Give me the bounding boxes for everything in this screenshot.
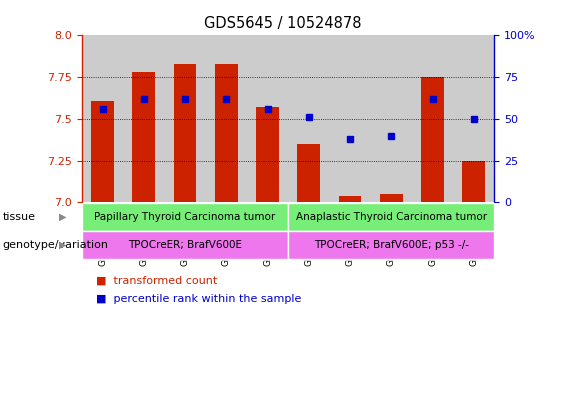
Bar: [132, 72, 155, 202]
Text: GDS5645 / 10524878: GDS5645 / 10524878: [204, 16, 361, 31]
Text: Anaplastic Thyroid Carcinoma tumor: Anaplastic Thyroid Carcinoma tumor: [295, 212, 487, 222]
Bar: [215, 64, 238, 202]
Text: ■  percentile rank within the sample: ■ percentile rank within the sample: [96, 294, 301, 304]
Bar: [412, 35, 453, 202]
Bar: [329, 35, 371, 202]
Text: genotype/variation: genotype/variation: [3, 240, 109, 250]
Bar: [247, 35, 288, 202]
Bar: [380, 194, 403, 202]
Text: ▶: ▶: [59, 212, 67, 222]
Text: ▶: ▶: [59, 240, 67, 250]
Bar: [173, 64, 197, 202]
Text: ■  transformed count: ■ transformed count: [96, 276, 218, 286]
Bar: [338, 196, 362, 202]
Bar: [297, 144, 320, 202]
Text: Papillary Thyroid Carcinoma tumor: Papillary Thyroid Carcinoma tumor: [94, 212, 276, 222]
Text: tissue: tissue: [3, 212, 36, 222]
Bar: [288, 35, 329, 202]
Bar: [453, 35, 494, 202]
Bar: [91, 101, 114, 202]
Text: TPOCreER; BrafV600E; p53 -/-: TPOCreER; BrafV600E; p53 -/-: [314, 240, 469, 250]
Text: TPOCreER; BrafV600E: TPOCreER; BrafV600E: [128, 240, 242, 250]
Bar: [256, 107, 279, 202]
Bar: [371, 35, 412, 202]
Bar: [123, 35, 164, 202]
Bar: [164, 35, 206, 202]
Bar: [421, 77, 444, 202]
Bar: [206, 35, 247, 202]
Bar: [462, 161, 485, 202]
Bar: [82, 35, 123, 202]
